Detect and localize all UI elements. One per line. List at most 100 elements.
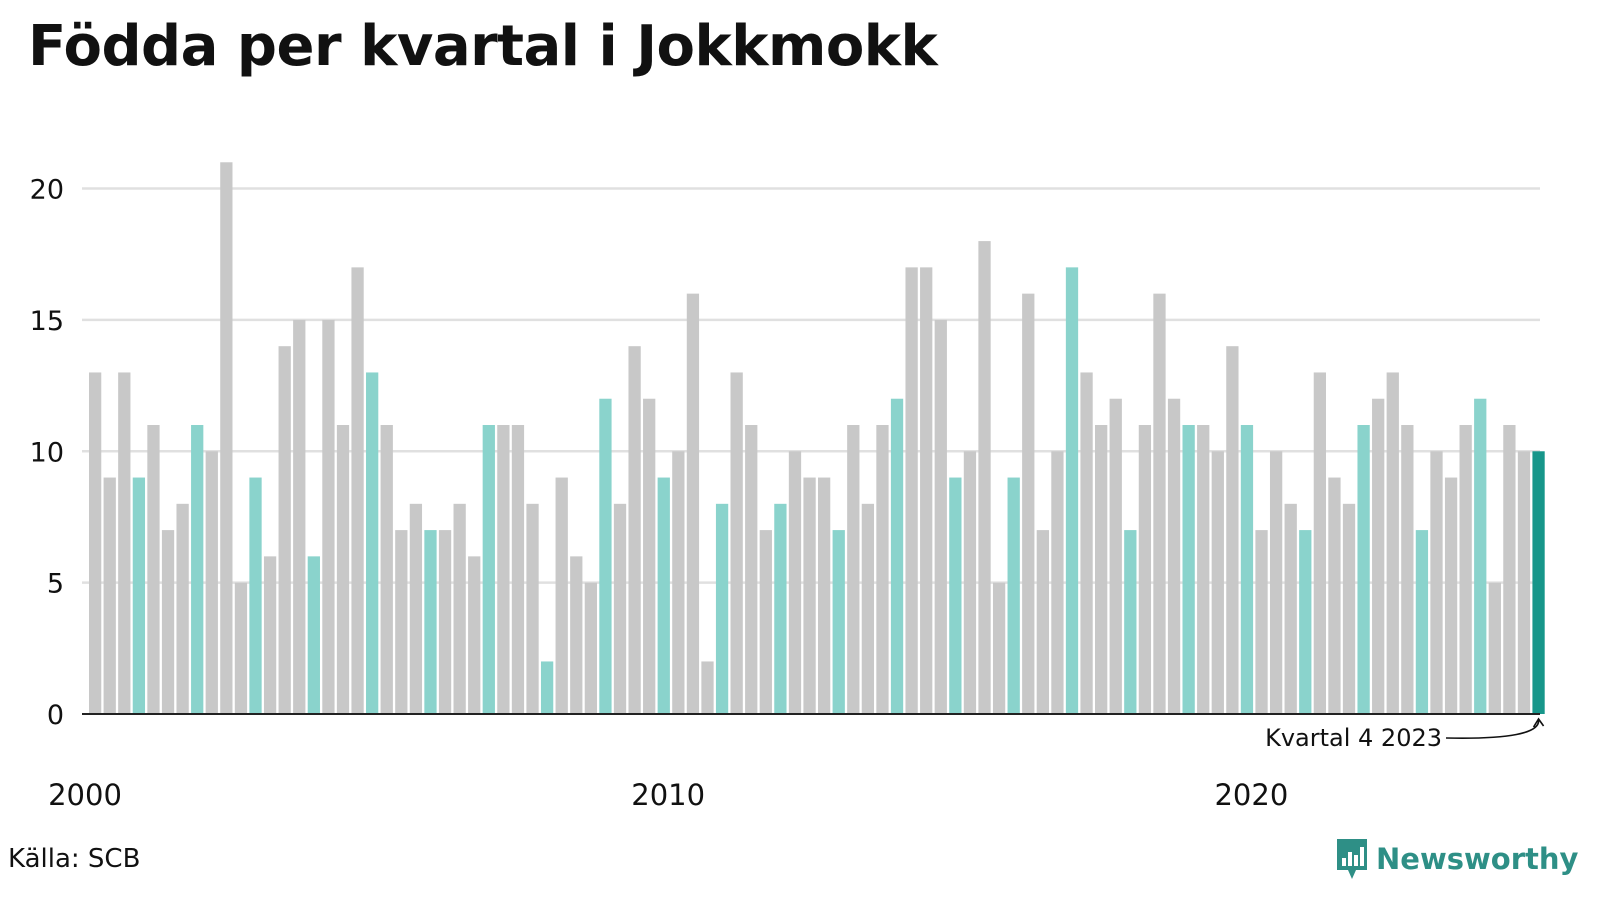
bar	[963, 451, 977, 714]
x-axis: 2000 2010 2020	[48, 778, 1288, 812]
bar	[1182, 425, 1195, 714]
annotation-label: Kvartal 4 2023	[1265, 724, 1442, 752]
bar	[351, 267, 364, 714]
y-tick-label: 20	[30, 175, 64, 206]
bar	[599, 398, 612, 714]
bar	[890, 398, 904, 714]
bar	[701, 661, 714, 714]
bar	[278, 346, 291, 714]
bar	[788, 451, 802, 714]
annotation: Kvartal 4 2023	[1265, 717, 1545, 752]
bar	[234, 582, 248, 714]
y-axis: 0 5 10 15 20	[30, 175, 64, 731]
bar	[934, 319, 947, 714]
bar	[628, 346, 641, 714]
bar	[672, 451, 685, 714]
bar	[511, 425, 525, 714]
bar	[249, 477, 262, 714]
bar	[992, 582, 1006, 714]
bar	[453, 503, 466, 714]
bar	[540, 661, 554, 714]
bar	[657, 477, 670, 714]
bar	[643, 398, 656, 714]
bar	[803, 477, 816, 714]
bar	[118, 372, 131, 714]
x-tick-label: 2000	[48, 778, 122, 812]
bar	[861, 503, 875, 714]
bar	[920, 267, 933, 714]
bar	[555, 477, 568, 714]
bar	[1153, 293, 1166, 714]
y-tick-label: 15	[30, 306, 64, 337]
bar	[438, 530, 452, 714]
bar	[482, 425, 495, 714]
bar	[497, 425, 510, 714]
bar	[1474, 398, 1487, 714]
bar	[1095, 425, 1108, 714]
bar	[526, 503, 539, 714]
bar	[1313, 372, 1326, 714]
bar	[263, 556, 277, 714]
bar	[1357, 425, 1370, 714]
bar	[395, 530, 408, 714]
bar	[905, 267, 918, 714]
bar	[1255, 530, 1268, 714]
source-note: Källa: SCB	[8, 844, 141, 874]
y-tick-label: 0	[47, 700, 64, 731]
bar	[424, 530, 437, 714]
bar	[1342, 503, 1356, 714]
bar	[132, 477, 146, 714]
bar	[1109, 398, 1122, 714]
bar	[409, 503, 423, 714]
bar	[468, 556, 481, 714]
bar	[730, 372, 743, 714]
bar	[147, 425, 160, 714]
annotation-arrow	[1445, 717, 1545, 739]
bar	[1226, 346, 1239, 714]
bar	[949, 477, 962, 714]
bar	[336, 425, 350, 714]
bar	[1372, 398, 1385, 714]
bar	[1328, 477, 1341, 714]
x-tick-label: 2020	[1214, 778, 1288, 812]
bar	[1167, 398, 1181, 714]
bar	[1080, 372, 1093, 714]
newsworthy-logo-icon	[1337, 839, 1367, 879]
bar	[1240, 425, 1254, 714]
bar	[745, 425, 758, 714]
y-tick-label: 10	[30, 437, 64, 468]
x-tick-label: 2010	[631, 778, 705, 812]
bar	[1051, 451, 1064, 714]
bar	[1415, 530, 1429, 714]
bar	[1197, 425, 1210, 714]
bar	[307, 556, 320, 714]
bar	[1430, 451, 1443, 714]
bar	[293, 319, 306, 714]
bar	[89, 372, 102, 714]
bar	[876, 425, 889, 714]
bar	[1444, 477, 1458, 714]
bar	[818, 477, 831, 714]
bar	[1124, 530, 1137, 714]
bar	[103, 477, 116, 714]
bar	[1211, 451, 1224, 714]
bar	[161, 530, 175, 714]
bar	[220, 162, 233, 715]
bar	[686, 293, 700, 714]
bar	[759, 530, 772, 714]
bar	[715, 503, 729, 714]
bar	[1401, 425, 1414, 714]
bar	[584, 582, 597, 714]
bar	[774, 503, 787, 714]
bar	[205, 451, 218, 714]
bar	[1386, 372, 1399, 714]
bar	[1065, 267, 1079, 714]
y-tick-label: 5	[47, 569, 64, 600]
bar	[1138, 425, 1152, 714]
bar	[176, 503, 189, 714]
chart-title: Födda per kvartal i Jokkmokk	[28, 14, 938, 79]
bar	[1532, 451, 1545, 714]
bar	[847, 425, 860, 714]
bar	[1269, 451, 1283, 714]
